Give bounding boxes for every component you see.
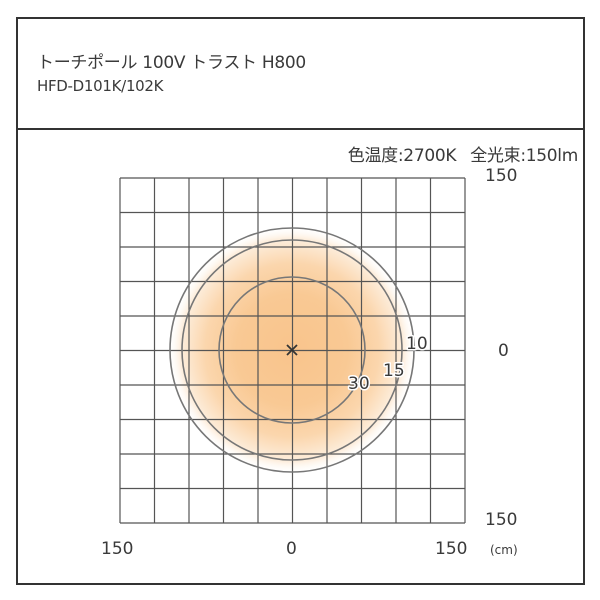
x-axis-left-label: 150: [101, 539, 134, 559]
luminous-flux: 全光束:150lm: [470, 146, 578, 166]
y-axis-bottom-label: 150: [485, 510, 518, 530]
spec-line: 色温度:2700K 全光束:150lm: [347, 141, 579, 166]
grid: [119, 177, 466, 524]
contour-label-10: 10: [406, 334, 428, 354]
diagram-frame: [16, 17, 585, 585]
contour-label-15: 15: [383, 361, 405, 381]
x-axis-mid-label: 0: [286, 539, 297, 559]
unit-label: (cm): [490, 543, 518, 557]
y-axis-mid-label: 0: [498, 341, 509, 361]
product-title: トーチポール 100V トラスト H800: [37, 53, 306, 73]
center-mark-icon: [286, 344, 298, 356]
contour-15lx: [181, 239, 403, 461]
y-axis-top-label: 150: [485, 166, 518, 186]
contour-10lx: [169, 227, 415, 473]
contour-label-30: 30: [348, 374, 370, 394]
model-number: HFD-D101K/102K: [37, 77, 164, 95]
x-axis-right-label: 150: [435, 539, 468, 559]
header-divider: [16, 128, 585, 130]
color-temperature: 色温度:2700K: [347, 146, 457, 166]
contour-30lx: [218, 276, 366, 424]
